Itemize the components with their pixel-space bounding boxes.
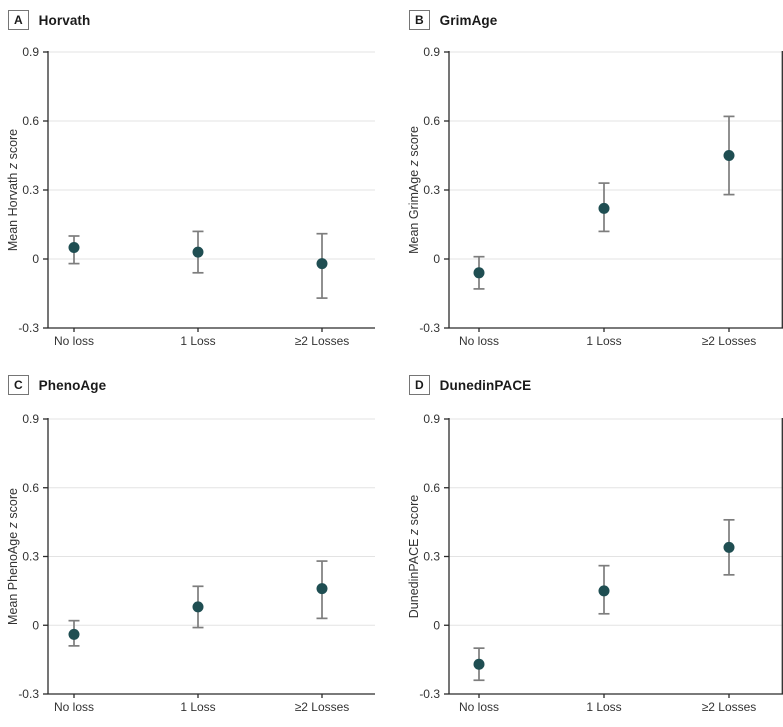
- x-category-label: No loss: [54, 700, 94, 714]
- plot-dunedinpace: -0.3 0 0.3 0.6 0.9 No loss 1 Loss ≥2 Losses Dune…: [407, 412, 783, 714]
- plot-phenoage: -0.3 0 0.3 0.6 0.9 No loss 1 Loss ≥2 Losses Mean…: [6, 412, 375, 714]
- panel-dunedinpace: D DunedinPACE -0.3 0 0.3 0.6 0.9 No loss 1 Los…: [391, 363, 783, 727]
- data-point: [316, 583, 328, 595]
- panel-letter-badge-c: C: [8, 375, 29, 395]
- panel-title-horvath: Horvath: [38, 12, 91, 28]
- x-category-label: ≥2 Losses: [295, 700, 350, 714]
- x-category-label: No loss: [459, 334, 499, 348]
- y-tick-label: 0.6: [22, 114, 39, 128]
- x-category-label: 1 Loss: [586, 700, 621, 714]
- y-axis-title: DunedinPACE z score: [407, 495, 421, 618]
- y-tick-label: 0.3: [423, 183, 440, 197]
- x-category-label: ≥2 Losses: [702, 700, 757, 714]
- y-tick-label: 0: [32, 618, 39, 632]
- data-point: [598, 585, 610, 597]
- y-tick-label: 0: [32, 252, 39, 266]
- y-tick-label: -0.3: [18, 321, 39, 335]
- x-category-label: No loss: [459, 700, 499, 714]
- y-tick-label: 0.9: [22, 412, 39, 426]
- panel-letter-badge-d: D: [409, 375, 430, 395]
- x-category-label: 1 Loss: [586, 334, 621, 348]
- data-point: [723, 541, 735, 553]
- y-axis-title: Mean GrimAge z score: [407, 126, 421, 254]
- y-axis-title: Mean Horvath z score: [6, 129, 20, 251]
- x-category-label: ≥2 Losses: [702, 334, 757, 348]
- plot-horvath: -0.3 0 0.3 0.6 0.9 No loss 1 Loss ≥2 Losses Mean…: [6, 45, 375, 348]
- y-tick-label: 0.3: [22, 183, 39, 197]
- panel-header-grimage: B GrimAge: [409, 10, 497, 30]
- panel-header-phenoage: C PhenoAge: [8, 375, 106, 395]
- y-axis-title: Mean PhenoAge z score: [6, 488, 20, 625]
- x-category-label: No loss: [54, 334, 94, 348]
- data-point: [598, 202, 610, 214]
- y-tick-label: 0.3: [22, 550, 39, 564]
- plot-grimage: -0.3 0 0.3 0.6 0.9 No loss 1 Loss ≥2 Losses Mean…: [407, 45, 783, 348]
- y-tick-label: 0.6: [22, 481, 39, 495]
- data-point: [473, 658, 485, 670]
- y-tick-label: 0.9: [423, 412, 440, 426]
- y-tick-label: 0: [433, 618, 440, 632]
- y-tick-label: -0.3: [419, 321, 440, 335]
- y-tick-label: 0.3: [423, 550, 440, 564]
- panel-title-grimage: GrimAge: [439, 12, 498, 28]
- panel-title-phenoage: PhenoAge: [38, 377, 107, 393]
- data-point: [316, 258, 328, 270]
- data-point: [192, 601, 204, 613]
- y-tick-label: 0.6: [423, 481, 440, 495]
- panel-letter-badge-b: B: [409, 10, 430, 30]
- panel-horvath: A Horvath -0.3 0 0.3 0.6 0.9 No loss 1 Loss ≥2 …: [0, 0, 391, 363]
- panel-grimage: B GrimAge -0.3 0 0.3 0.6 0.9 No loss 1 Loss ≥2 …: [391, 0, 783, 363]
- y-tick-label: 0.9: [22, 45, 39, 59]
- panel-phenoage: C PhenoAge -0.3 0 0.3 0.6 0.9 No loss 1 Loss ≥2…: [0, 363, 391, 727]
- data-point: [473, 267, 485, 279]
- data-point: [68, 242, 80, 253]
- y-tick-label: 0.9: [423, 45, 440, 59]
- data-point: [192, 246, 204, 258]
- x-category-label: ≥2 Losses: [295, 334, 350, 348]
- y-tick-label: -0.3: [419, 687, 440, 701]
- data-point: [723, 150, 735, 161]
- panel-header-horvath: A Horvath: [8, 10, 90, 30]
- data-point: [68, 628, 80, 640]
- y-tick-label: -0.3: [18, 687, 39, 701]
- x-category-label: 1 Loss: [180, 334, 215, 348]
- panel-letter-badge-a: A: [8, 10, 29, 30]
- y-tick-label: 0.6: [423, 114, 440, 128]
- panel-header-dunedinpace: D DunedinPACE: [409, 375, 531, 395]
- y-tick-label: 0: [433, 252, 440, 266]
- panel-title-dunedinpace: DunedinPACE: [439, 377, 532, 393]
- x-category-label: 1 Loss: [180, 700, 215, 714]
